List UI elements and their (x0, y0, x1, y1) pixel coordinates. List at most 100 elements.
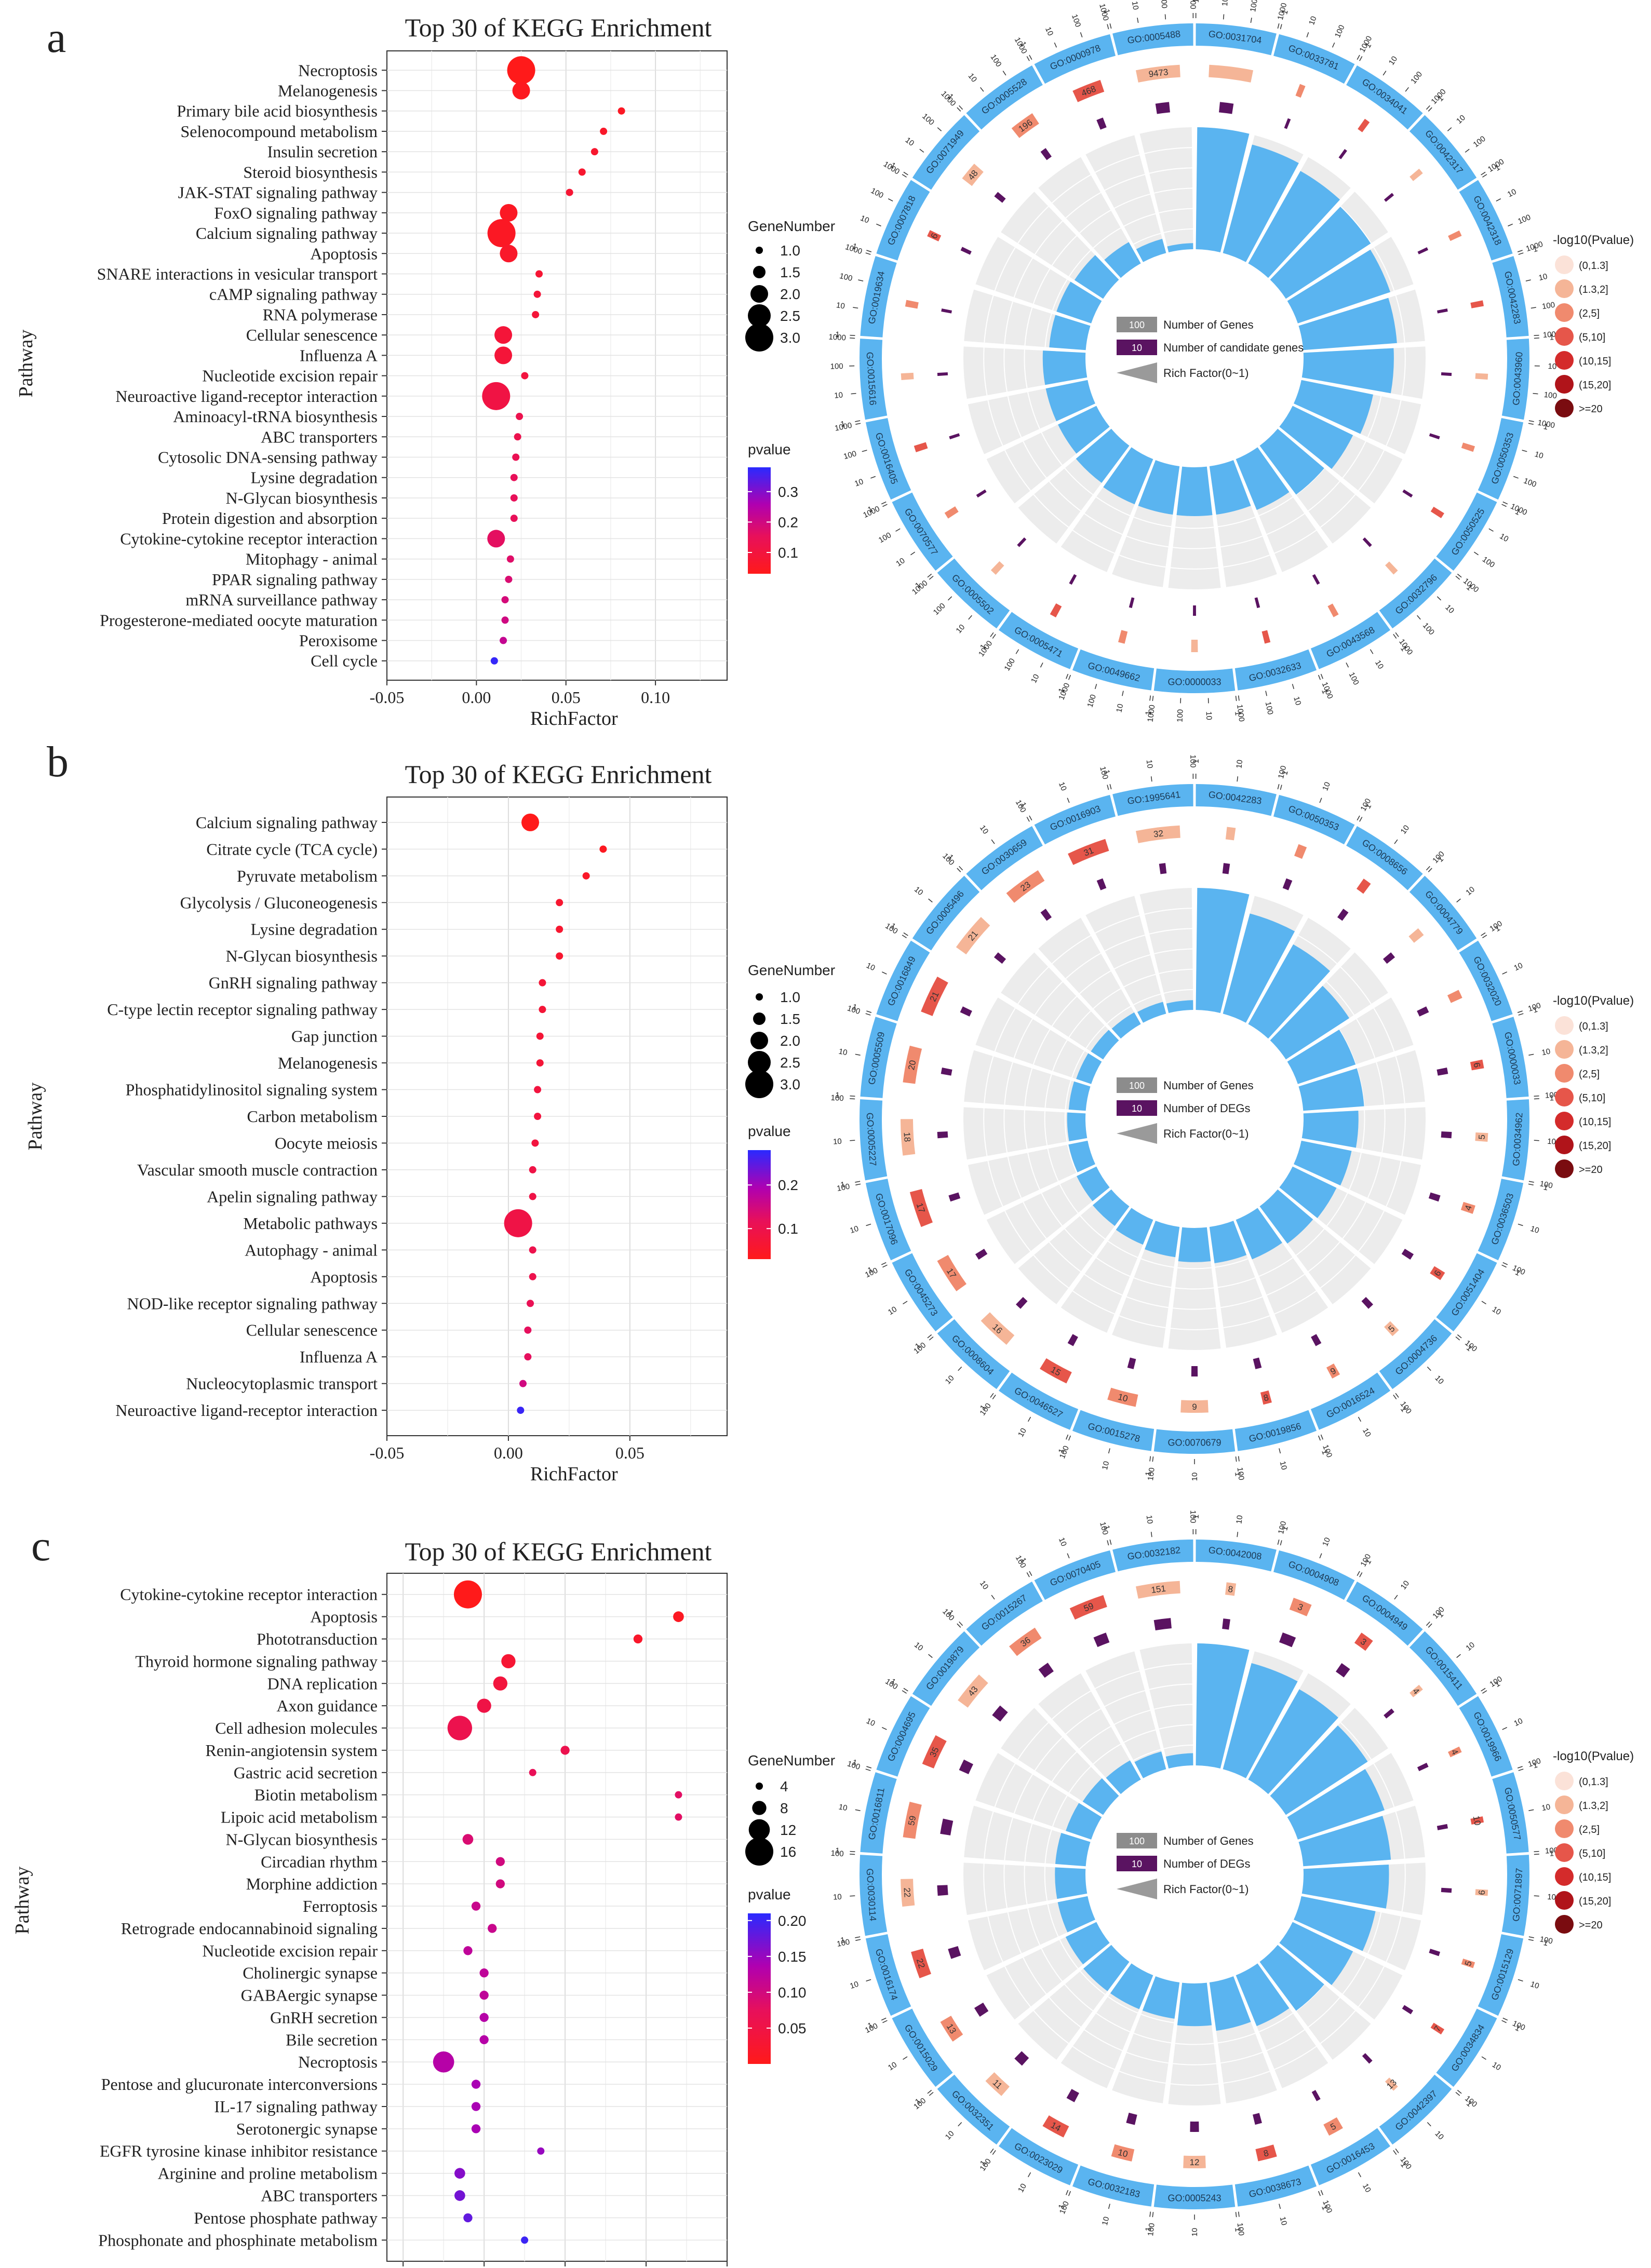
circos-tick-label: 10 (944, 1374, 956, 1386)
circos-tick-label: 100 (1264, 701, 1275, 716)
circos-tick (1502, 1727, 1508, 1730)
rich-track-grid (987, 1916, 1003, 1962)
rich-track-grid (1266, 2029, 1305, 2051)
data-point (519, 1380, 527, 1387)
circos-tick-label: 10 (1538, 272, 1548, 282)
circos-tick (1067, 1553, 1070, 1559)
gene-number-bar (1011, 113, 1039, 138)
pvalue-legend-label: (15,20] (1579, 1140, 1611, 1152)
circos-tick-label: 1 (835, 1846, 840, 1856)
rich-factor-bar (1049, 315, 1091, 350)
y-tick-label: Phosphatidylinositol signaling system (126, 1081, 378, 1099)
legend-genes-swatch (1117, 1833, 1157, 1848)
data-point (539, 1006, 546, 1014)
legend-candidates-swatch (1117, 1856, 1157, 1871)
circos-tick (937, 127, 942, 131)
data-point (539, 979, 546, 987)
circos-tick (1292, 684, 1295, 690)
circos-tick (850, 338, 855, 339)
rich-track-grid (1154, 1704, 1193, 1710)
candidate-bar (1311, 2090, 1321, 2101)
y-tick-label: Pyruvate metabolism (237, 867, 378, 885)
circos-tick (990, 632, 994, 637)
rich-factor-bar (1111, 1012, 1141, 1039)
chart-title: Top 30 of KEGG Enrichment (405, 760, 712, 789)
gene-count-label: 59 (906, 1815, 918, 1826)
gene-number-bar (1475, 1889, 1488, 1896)
y-tick-label: IL-17 signaling pathway (214, 2097, 378, 2116)
rich-track-grid (1024, 1824, 1033, 1862)
gene-number-bar (1006, 870, 1045, 903)
term-segment (865, 1934, 911, 2016)
circos-tick (1455, 2091, 1460, 2096)
circos-tick (1026, 817, 1030, 822)
rich-track-grid (1373, 1008, 1395, 1052)
circos-tick-label: 100 (1098, 1521, 1110, 1536)
rich-track-grid (983, 347, 988, 396)
circos-tick (1517, 1010, 1523, 1013)
term-segment (1409, 875, 1477, 951)
gene-number-bar (1470, 1059, 1484, 1071)
rich-factor-bar (1223, 144, 1299, 262)
rich-track-grid (1079, 1726, 1111, 1750)
circos-tick-label: 10 (1057, 781, 1068, 792)
gene-number-bar (1385, 561, 1398, 575)
circos-tick (1437, 596, 1442, 601)
circos-tick-label: 100 (1085, 694, 1097, 709)
size-legend-label: 1.5 (780, 1011, 800, 1027)
rich-track-grid (984, 1056, 994, 1103)
circos-tick-label: 100 (1249, 0, 1259, 12)
circos-tick (895, 528, 901, 532)
circos-tick (1026, 56, 1030, 61)
term-segment (892, 1253, 953, 1332)
pvalue-legend-dot (1555, 1819, 1574, 1838)
pvalue-legend-label: (15,20] (1579, 380, 1611, 391)
circos-tick-label: 10 (1464, 885, 1476, 897)
rich-track-grid (1072, 1290, 1115, 1315)
circos-tick (1528, 1054, 1534, 1056)
pvalue-legend-dot (1555, 1159, 1574, 1178)
circos-tick (1518, 1223, 1523, 1226)
circos-tick (1455, 575, 1460, 580)
rich-track-grid (1033, 1254, 1069, 1289)
rich-track-grid (1072, 2046, 1115, 2070)
x-tick-label: -0.05 (370, 1443, 405, 1462)
rich-track-grid (1049, 1241, 1081, 1272)
rich-track-grid (1114, 1709, 1151, 1725)
data-point (556, 899, 563, 907)
data-point (566, 188, 573, 196)
rich-track-grid (1367, 1156, 1382, 1198)
circos-tick-label: 10 (1190, 1473, 1199, 1481)
circos-tick (1107, 1540, 1109, 1546)
rich-factor-bar (1270, 1725, 1368, 1815)
circos-tick-label: 1 (1549, 333, 1554, 342)
circos-tick (1040, 662, 1043, 668)
rich-track-grid (1149, 928, 1192, 935)
circos-tick-label: 1 (1192, 759, 1201, 763)
circos-tick (1358, 2172, 1362, 2178)
rich-track-grid (1223, 555, 1270, 568)
data-point (454, 2190, 465, 2201)
color-legend-label: 0.15 (778, 1949, 807, 1965)
legend-genes-label: Number of Genes (1163, 1834, 1254, 1847)
rich-track-grid (1065, 1708, 1102, 1735)
circos-tick (866, 250, 872, 252)
y-tick-label: Pentose phosphate pathway (194, 2208, 378, 2227)
y-tick-label: Calcium signaling pathway (196, 224, 378, 242)
gene-number-bar (1323, 2117, 1343, 2136)
circos-tick-label: 10 (1145, 1515, 1155, 1524)
gene-number-bar (1461, 1959, 1475, 1968)
circos-tick (1427, 2122, 1431, 2127)
circos-tick-label: 10 (865, 961, 876, 973)
circos-tick-label: 10 (1278, 2216, 1289, 2226)
circos-tick-label: 10 (887, 1305, 898, 1317)
gene-number-bar (1447, 1746, 1462, 1758)
circos-tick (1456, 1654, 1461, 1658)
circos-tick-label: 10 (978, 824, 990, 835)
circos-tick-label: 100 (1236, 2222, 1246, 2236)
circos-tick (1481, 2056, 1486, 2060)
circos-tick-label: 10 (904, 136, 916, 148)
circos-tick (958, 2122, 962, 2127)
data-point (462, 1834, 474, 1845)
legend-genes-label: Number of Genes (1163, 318, 1254, 331)
